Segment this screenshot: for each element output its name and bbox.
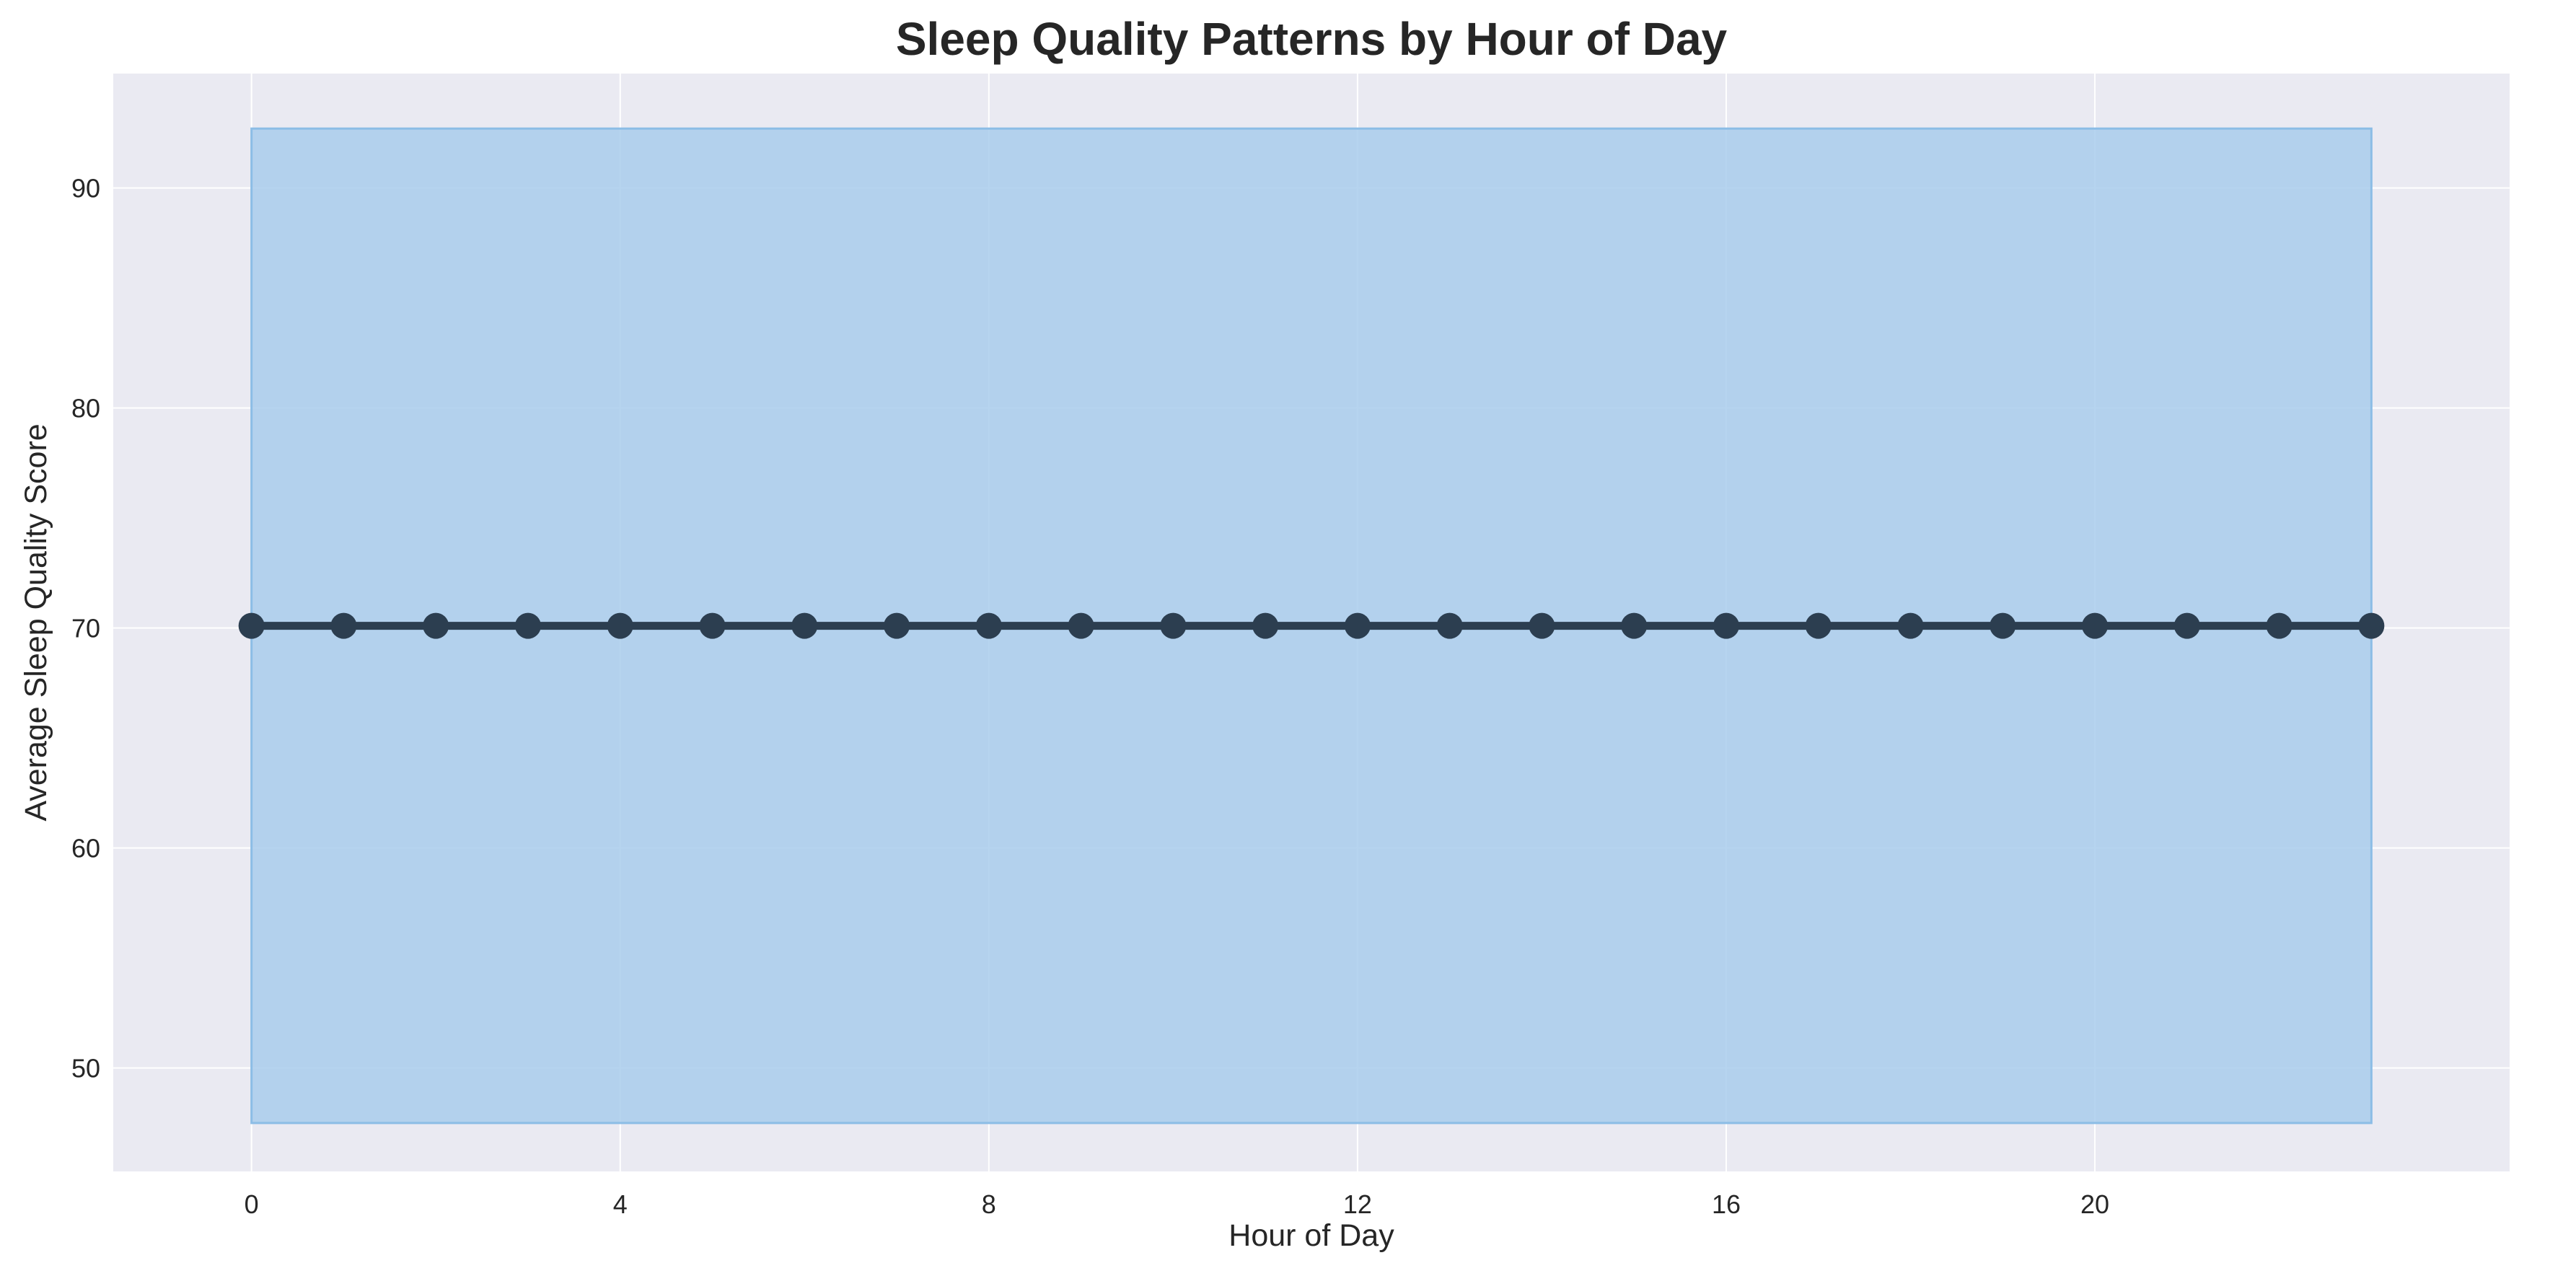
data-point <box>1068 612 1094 639</box>
data-points <box>238 612 2385 639</box>
data-point <box>791 612 818 639</box>
data-point <box>2082 612 2109 639</box>
y-axis-label: Average Sleep Quality Score <box>19 423 53 821</box>
data-point <box>330 612 357 639</box>
y-tick-label: 70 <box>71 614 100 643</box>
y-tick-label: 80 <box>71 394 100 423</box>
tick-labels: 0 4 8 12 16 20 50 60 70 80 90 <box>71 174 2109 1219</box>
x-axis-label: Hour of Day <box>1228 1218 1394 1253</box>
data-point <box>1805 612 1832 639</box>
data-point <box>1897 612 1924 639</box>
data-point <box>1252 612 1279 639</box>
data-point <box>2173 612 2200 639</box>
y-tick-label: 60 <box>71 834 100 863</box>
data-point <box>699 612 726 639</box>
data-point <box>1436 612 1463 639</box>
data-point <box>1621 612 1648 639</box>
y-tick-label: 50 <box>71 1054 100 1083</box>
chart-title: Sleep Quality Patterns by Hour of Day <box>896 13 1728 65</box>
data-point <box>1160 612 1187 639</box>
y-tick-label: 90 <box>71 174 100 203</box>
data-point <box>238 612 265 639</box>
data-point <box>423 612 449 639</box>
data-point <box>1713 612 1739 639</box>
data-point <box>607 612 633 639</box>
data-point <box>1344 612 1371 639</box>
data-point <box>2266 612 2293 639</box>
x-tick-label: 20 <box>2080 1189 2109 1219</box>
x-tick-label: 8 <box>982 1189 996 1219</box>
data-point <box>1529 612 1555 639</box>
x-tick-label: 16 <box>1712 1189 1741 1219</box>
data-point <box>514 612 541 639</box>
data-point <box>2358 612 2385 639</box>
x-tick-label: 0 <box>245 1189 259 1219</box>
data-point <box>884 612 910 639</box>
x-tick-label: 4 <box>613 1189 628 1219</box>
data-point <box>1990 612 2016 639</box>
data-point <box>975 612 1002 639</box>
x-tick-label: 12 <box>1343 1189 1372 1219</box>
